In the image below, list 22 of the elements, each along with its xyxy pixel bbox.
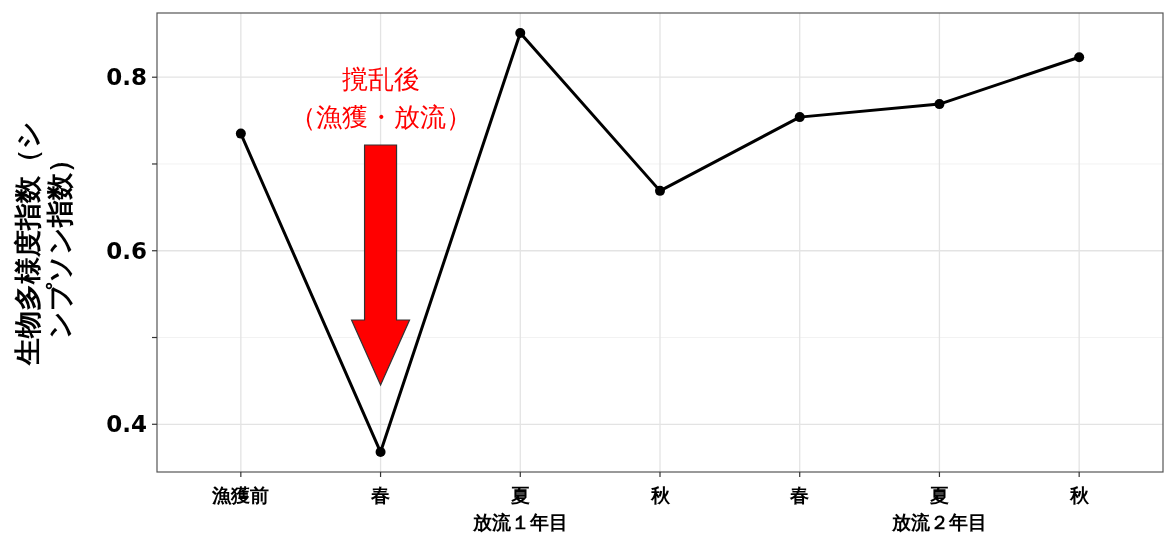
x-tick-label: 秋 — [1068, 484, 1090, 506]
point — [794, 112, 805, 123]
x-tick-label: 春 — [789, 484, 810, 506]
point — [1074, 52, 1085, 63]
y-tick-label: 0.4 — [106, 411, 147, 438]
point — [515, 27, 526, 38]
x-tick-label: 夏 — [509, 484, 530, 506]
x-tick-label: 夏 — [928, 484, 949, 506]
text: 放流１年目 — [471, 511, 568, 533]
point — [235, 128, 246, 139]
x-tick-label: 漁獲前 — [211, 484, 270, 506]
text: 放流２年目 — [890, 511, 987, 533]
point — [375, 447, 386, 458]
point — [655, 185, 665, 196]
point — [934, 99, 945, 110]
y-tick-label: 0.6 — [106, 237, 147, 264]
annotation: 撹乱後 — [341, 64, 420, 94]
y-axis-title: 生物多様度指数（シンプソン指数） — [12, 119, 76, 368]
x-tick-label: 春 — [370, 484, 391, 506]
x-tick-label: 秋 — [649, 484, 671, 506]
annotation: （漁獲・放流） — [289, 102, 472, 132]
y-tick-label: 0.8 — [106, 64, 147, 91]
